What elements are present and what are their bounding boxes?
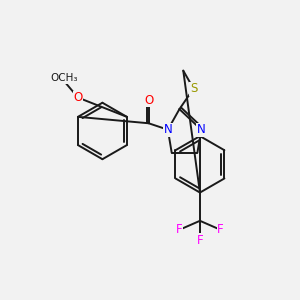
Text: O: O	[144, 94, 153, 107]
Text: F: F	[176, 223, 183, 236]
Text: S: S	[190, 82, 197, 95]
Text: O: O	[74, 91, 83, 104]
Text: OCH₃: OCH₃	[50, 74, 78, 83]
Text: N: N	[164, 123, 172, 136]
Text: F: F	[196, 233, 203, 247]
Text: F: F	[217, 223, 224, 236]
Text: N: N	[197, 123, 206, 136]
